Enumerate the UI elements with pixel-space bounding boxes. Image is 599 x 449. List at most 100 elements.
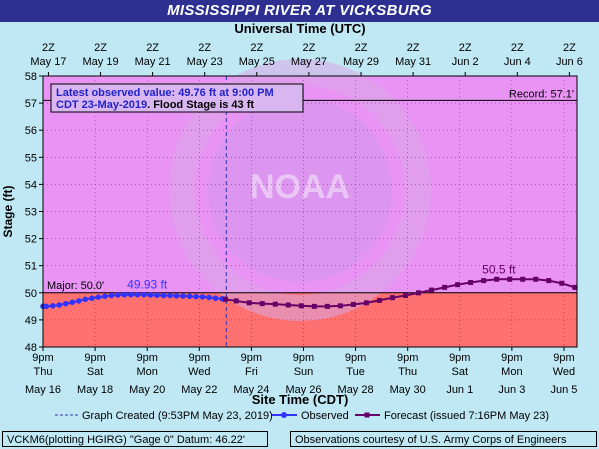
- bottom-tick-date: May 16: [25, 384, 61, 396]
- top-tick-date: Jun 4: [504, 56, 531, 68]
- noaa-watermark-text: NOAA: [250, 168, 350, 206]
- forecast-series: [222, 276, 578, 309]
- bottom-tick-day: Fri: [245, 366, 258, 378]
- bottom-tick-day: Thu: [34, 366, 53, 378]
- legend-forecast-marker: [364, 412, 370, 418]
- forecast-point: [233, 298, 239, 304]
- bottom-tick-time: 9pm: [189, 352, 210, 364]
- observed-point: [193, 293, 199, 300]
- latest-value-line: Latest observed value: 49.76 ft at 9:00 …: [56, 87, 274, 99]
- top-tick-hour: 2Z: [302, 42, 315, 54]
- top-tick-date: May 27: [291, 56, 327, 68]
- observed-point: [212, 295, 219, 302]
- observed-point: [43, 303, 50, 310]
- y-tick-label: 53: [25, 207, 37, 219]
- forecast-point: [429, 287, 435, 293]
- forecast-point: [416, 290, 422, 296]
- observed-peak-label: 49.93 ft: [127, 278, 168, 292]
- legend-observed-marker: [281, 412, 287, 418]
- observed-point: [186, 293, 193, 300]
- observed-point: [160, 292, 167, 299]
- observed-point: [141, 291, 147, 298]
- latest-date: CDT 23-May-2019: [56, 99, 147, 111]
- bottom-tick-day: Thu: [398, 366, 417, 378]
- observed-point: [134, 291, 141, 298]
- forecast-point: [298, 303, 304, 309]
- y-tick-label: 49: [25, 315, 37, 327]
- observed-point: [206, 294, 212, 301]
- bottom-tick-date: May 18: [77, 384, 113, 396]
- observed-point: [167, 292, 173, 299]
- bottom-tick-time: 9pm: [136, 352, 157, 364]
- top-tick-hour: 2Z: [355, 42, 368, 54]
- top-tick-date: Jun 6: [556, 56, 583, 68]
- observed-point: [115, 292, 121, 298]
- bottom-tick-day: Tue: [346, 366, 365, 378]
- observed-point: [108, 292, 115, 299]
- top-tick-hour: 2Z: [94, 42, 107, 54]
- top-tick-date: May 17: [30, 56, 66, 68]
- forecast-point: [324, 303, 330, 309]
- y-tick-label: 50: [25, 288, 37, 300]
- legend-forecast-label: Forecast (issued 7:16PM May 23): [384, 410, 549, 422]
- bottom-tick-date: May 28: [338, 384, 374, 396]
- top-tick-date: May 25: [239, 56, 275, 68]
- bottom-tick-day: Sun: [294, 366, 314, 378]
- bottom-tick-time: 9pm: [241, 352, 262, 364]
- bottom-tick-date: Jun 5: [551, 384, 578, 396]
- bottom-tick-date: May 20: [129, 384, 165, 396]
- y-tick-label: 54: [25, 179, 37, 191]
- y-tick-label: 58: [25, 71, 37, 83]
- legend-observed-label: Observed: [301, 410, 349, 422]
- bottom-tick-date: May 24: [233, 384, 269, 396]
- top-tick-date: May 29: [343, 56, 379, 68]
- top-tick-hour: 2Z: [407, 42, 420, 54]
- y-tick-label: 56: [25, 125, 37, 137]
- bottom-tick-time: 9pm: [293, 352, 314, 364]
- flood-stage-line: CDT 23-May-2019. Flood Stage is 43 ft: [56, 99, 254, 111]
- bottom-tick-day: Sat: [87, 366, 104, 378]
- forecast-point: [246, 300, 252, 306]
- observed-point: [102, 293, 108, 300]
- forecast-point: [259, 301, 265, 307]
- forecast-point: [285, 302, 291, 308]
- forecast-point: [520, 276, 526, 282]
- chart-title: MISSISSIPPI RIVER AT VICKSBURG: [0, 0, 599, 22]
- top-tick-hour: 2Z: [146, 42, 159, 54]
- bottom-tick-date: May 22: [181, 384, 217, 396]
- y-tick-label: 51: [25, 261, 37, 273]
- bottom-tick-time: 9pm: [345, 352, 366, 364]
- forecast-point: [455, 282, 461, 288]
- forecast-point: [442, 284, 448, 290]
- bottom-tick-time: 9pm: [32, 352, 53, 364]
- forecast-line: [225, 278, 576, 308]
- bottom-tick-day: Mon: [501, 366, 522, 378]
- top-tick-date: May 19: [82, 56, 118, 68]
- forecast-point: [311, 303, 317, 309]
- y-tick-label: 57: [25, 98, 37, 110]
- bottom-tick-time: 9pm: [553, 352, 574, 364]
- y-tick-label: 55: [25, 152, 37, 164]
- bottom-tick-day: Wed: [188, 366, 210, 378]
- forecast-point: [272, 301, 278, 307]
- observed-point: [49, 303, 56, 309]
- observed-point: [147, 292, 154, 298]
- top-tick-date: May 31: [395, 56, 431, 68]
- top-tick-date: May 23: [187, 56, 223, 68]
- observed-series: [40, 291, 229, 310]
- observed-point: [173, 292, 180, 299]
- bottom-tick-day: Wed: [553, 366, 575, 378]
- bottom-tick-date: Jun 3: [498, 384, 525, 396]
- observed-point: [180, 293, 186, 299]
- gage-datum-note: VCKM6(plotting HGIRG) "Gage 0" Datum: 46…: [2, 431, 268, 447]
- observed-point: [82, 296, 89, 303]
- forecast-point: [363, 300, 369, 306]
- noaa-watermark-disk: [208, 98, 392, 282]
- y-tick-label: 48: [25, 342, 37, 354]
- hydrograph-chart: NOAA Record: 57.1' Major: 50.0' 49.93 ft 50.…: [1, 21, 583, 422]
- bottom-tick-time: 9pm: [449, 352, 470, 364]
- top-tick-hour: 2Z: [563, 42, 576, 54]
- bottom-tick-day: Sat: [452, 366, 469, 378]
- forecast-point: [559, 280, 565, 286]
- observed-point: [69, 299, 76, 306]
